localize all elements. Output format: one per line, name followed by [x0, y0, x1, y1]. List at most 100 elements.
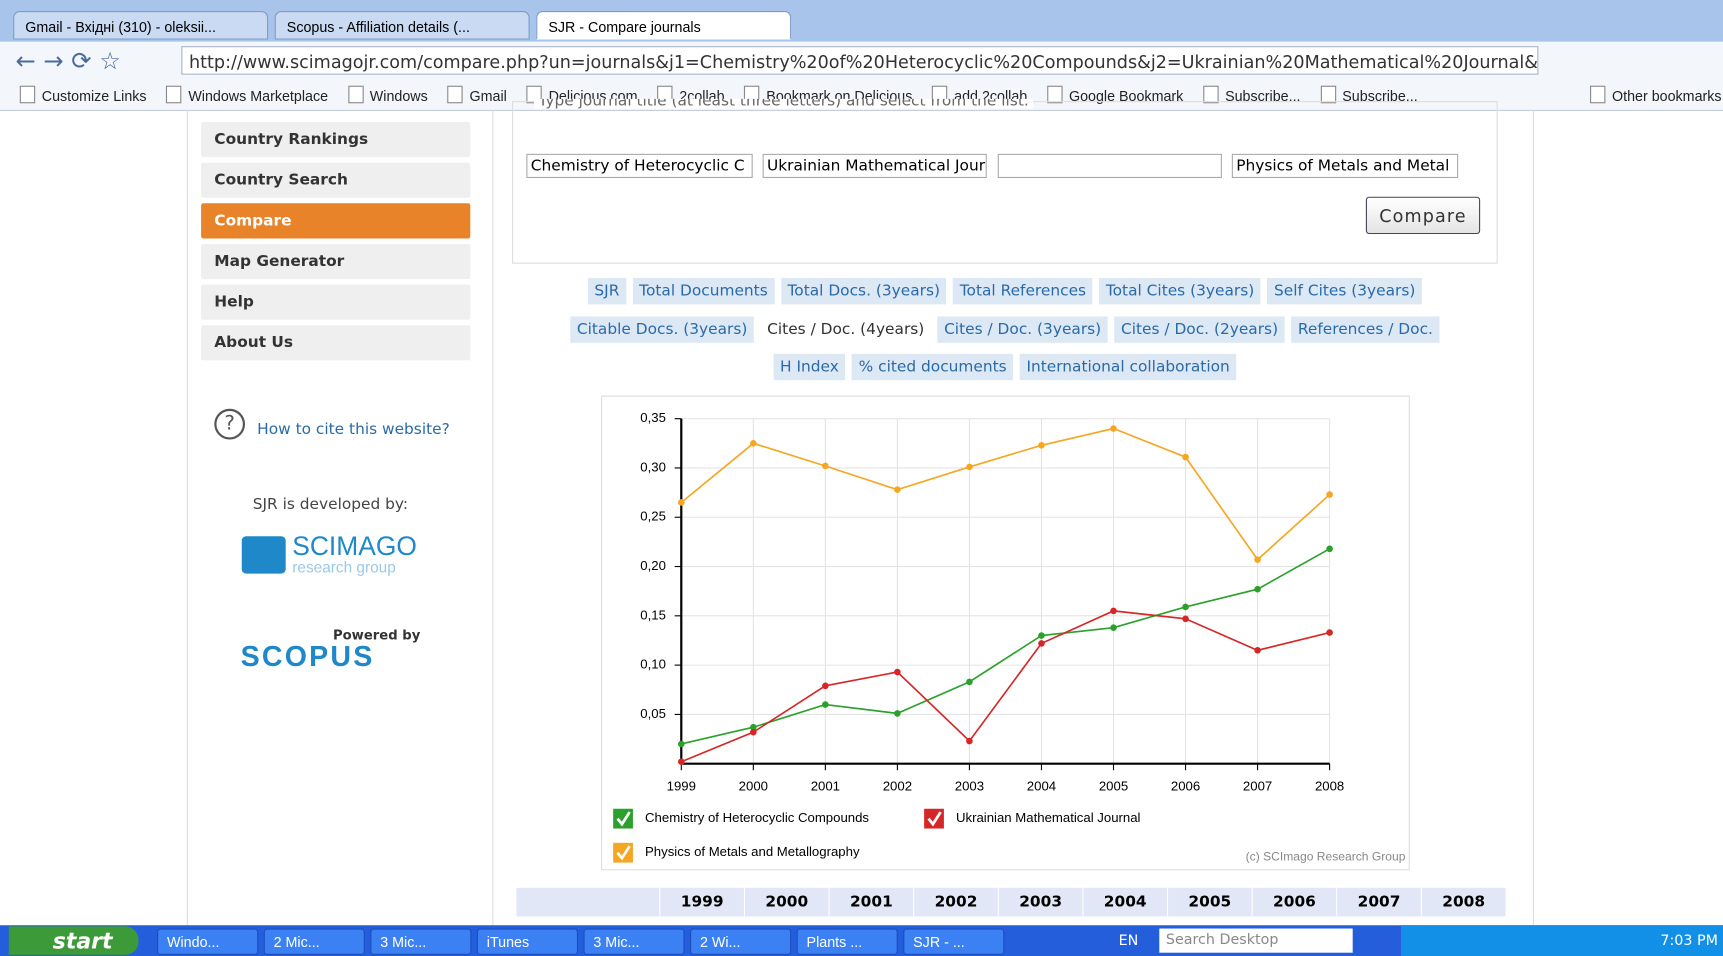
scopus-logo: SCOPUS — [241, 640, 375, 674]
taskbar-item[interactable]: 2 Wi... — [690, 929, 791, 955]
journal-input[interactable]: Ukrainian Mathematical Jour — [763, 154, 987, 178]
table-header-cell: 2003 — [999, 888, 1084, 917]
divider — [187, 110, 188, 925]
taskbar-item[interactable]: 3 Mic... — [583, 929, 684, 955]
data-point — [1110, 425, 1117, 432]
browser-tab[interactable]: Gmail - Вхідні (310) - oleksii... — [13, 11, 268, 40]
data-point — [1254, 556, 1261, 563]
taskbar-item[interactable]: 3 Mic... — [370, 929, 471, 955]
taskbar-item[interactable]: SJR - ... — [903, 929, 1004, 955]
data-point — [1326, 545, 1333, 552]
metric-button[interactable]: Total References — [953, 278, 1093, 304]
x-tick-label: 2006 — [1171, 778, 1200, 793]
legend-swatch — [924, 809, 944, 829]
bookmark[interactable]: Windows — [348, 86, 428, 105]
data-point — [1110, 624, 1117, 631]
metric-button[interactable]: Cites / Doc. (2years) — [1114, 316, 1284, 342]
journal-input[interactable] — [998, 154, 1222, 178]
nav-buttons[interactable]: ← → ⟳ ☆ — [15, 48, 121, 75]
legend-label: Ukrainian Mathematical Journal — [956, 810, 1141, 825]
sidebar-menu: Country Rankings Country Search Compare Map… — [201, 122, 470, 366]
form-panel — [512, 101, 1498, 264]
menu-item[interactable]: Map Generator — [201, 244, 470, 279]
divider — [1533, 110, 1534, 925]
page: Gmail - Вхідні (310) - oleksii...Scopus … — [0, 0, 1723, 956]
bookmark[interactable]: Gmail — [448, 86, 507, 105]
x-tick-label: 1999 — [667, 778, 696, 793]
metric-button[interactable]: Cites / Doc. (3years) — [937, 316, 1107, 342]
journal-input[interactable]: Physics of Metals and Metal — [1232, 154, 1458, 178]
metric-button[interactable]: Self Cites (3years) — [1267, 278, 1422, 304]
start-button[interactable]: start — [9, 926, 139, 955]
y-tick-label: 0,15 — [640, 607, 666, 622]
help-icon: ? — [214, 409, 245, 440]
y-tick-label: 0,30 — [640, 459, 666, 474]
menu-item[interactable]: Help — [201, 285, 470, 320]
taskbar-item[interactable]: 2 Mic... — [264, 929, 365, 955]
browser-tab[interactable]: SJR - Compare journals — [536, 11, 791, 40]
x-tick-label: 2002 — [883, 778, 912, 793]
menu-item[interactable]: About Us — [201, 325, 470, 360]
address-bar[interactable]: http://www.scimagojr.com/compare.php?un=… — [181, 46, 1538, 75]
table-header-cell: 2004 — [1083, 888, 1168, 917]
legend-swatch — [613, 843, 633, 863]
language[interactable]: EN — [1119, 933, 1139, 949]
metric-button[interactable]: Cites / Doc. (4years) — [761, 316, 931, 342]
journal-input[interactable]: Chemistry of Heterocyclic C — [526, 154, 752, 178]
y-tick-label: 0,35 — [640, 410, 666, 425]
metric-button[interactable]: H Index — [773, 354, 845, 380]
data-point — [750, 729, 757, 736]
metric-button[interactable]: % cited documents — [852, 354, 1013, 380]
taskbar-item[interactable]: Plants ... — [797, 929, 898, 955]
menu-item[interactable]: Compare — [201, 203, 470, 238]
table-header-cell: 2000 — [745, 888, 830, 917]
data-point — [894, 710, 901, 717]
table-header-cell: 2006 — [1253, 888, 1338, 917]
compare-button[interactable]: Compare — [1366, 197, 1480, 234]
metric-button[interactable]: Citable Docs. (3years) — [570, 316, 754, 342]
legend-label: Chemistry of Heterocyclic Compounds — [645, 810, 869, 825]
data-point — [966, 679, 973, 686]
metric-button[interactable]: References / Doc. — [1291, 316, 1439, 342]
bookmark[interactable]: Customize Links — [20, 86, 147, 105]
metric-row: SJRTotal DocumentsTotal Docs. (3years)To… — [512, 278, 1498, 304]
divider — [492, 110, 493, 925]
other-bookmarks[interactable]: Other bookmarks — [1590, 86, 1722, 105]
data-point — [894, 669, 901, 676]
data-point — [1182, 604, 1189, 611]
metric-button[interactable]: Total Cites (3years) — [1099, 278, 1261, 304]
developed-by: SJR is developed by: — [253, 496, 408, 514]
metric-button[interactable]: Total Docs. (3years) — [781, 278, 947, 304]
data-point — [1110, 608, 1117, 615]
metric-button[interactable]: Total Documents — [633, 278, 775, 304]
legend-swatch — [613, 809, 633, 829]
desktop-search[interactable]: Search Desktop — [1159, 929, 1352, 953]
bookmark[interactable]: Windows Marketplace — [166, 86, 328, 105]
table-header-cell: 2005 — [1168, 888, 1253, 917]
taskbar-item[interactable]: Windo... — [157, 929, 258, 955]
data-point — [1254, 586, 1261, 593]
clock: 7:03 PM — [1660, 933, 1718, 949]
metric-button[interactable]: SJR — [588, 278, 626, 304]
tabs: Gmail - Вхідні (310) - oleksii...Scopus … — [13, 11, 798, 40]
table-header-cell: 2008 — [1422, 888, 1507, 917]
taskbar-item[interactable]: iTunes — [477, 929, 578, 955]
menu-item[interactable]: Country Rankings — [201, 122, 470, 157]
y-tick-label: 0,10 — [640, 657, 666, 672]
series-line — [681, 611, 1329, 762]
y-tick-label: 0,20 — [640, 558, 666, 573]
x-tick-label: 2001 — [811, 778, 840, 793]
menu-item[interactable]: Country Search — [201, 163, 470, 198]
legend-label: Physics of Metals and Metallography — [645, 844, 860, 859]
x-tick-label: 2003 — [955, 778, 984, 793]
x-tick-label: 2007 — [1243, 778, 1272, 793]
data-point — [1038, 632, 1045, 639]
data-point — [1326, 629, 1333, 636]
table-header-cell: 2007 — [1337, 888, 1422, 917]
chart-credit: (c) SCImago Research Group — [1246, 849, 1406, 863]
cite-link[interactable]: How to cite this website? — [257, 421, 450, 439]
browser-tab[interactable]: Scopus - Affiliation details (... — [275, 11, 530, 40]
metric-button[interactable]: International collaboration — [1020, 354, 1237, 380]
